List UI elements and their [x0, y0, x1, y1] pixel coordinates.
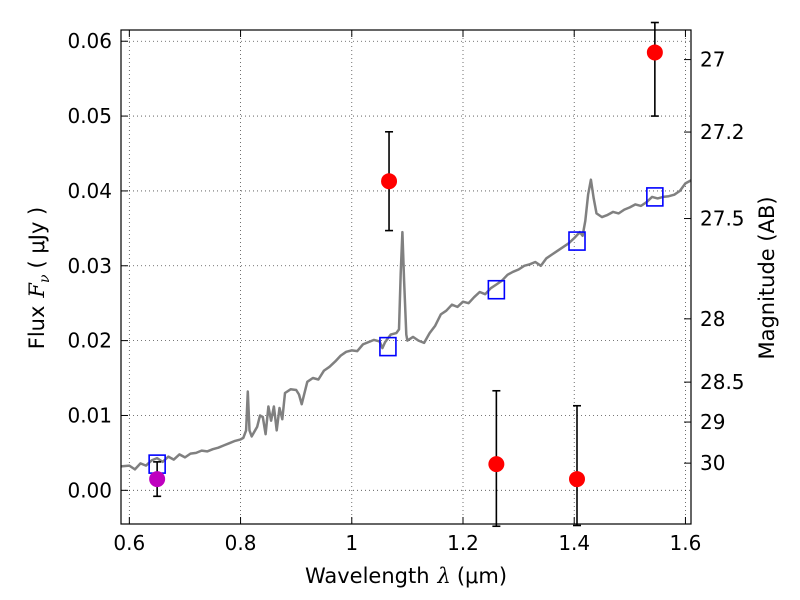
plot-frame	[120, 29, 692, 525]
x-tick-label: 0.6	[113, 531, 145, 555]
y-tick-label: 0.04	[67, 179, 112, 203]
observed-point	[569, 471, 585, 488]
model-spectrum	[120, 178, 692, 471]
x-tick-label: 0.8	[225, 531, 257, 555]
model-photometry-square	[568, 231, 586, 251]
axis-ticks: 0.6 0.8 1 1.2 1.4 1.6 0.00 0.01 0.02 0.03 0.04 0.05…	[67, 29, 744, 555]
grid-lines	[121, 30, 691, 524]
right-tick-label: 27.2	[700, 120, 745, 144]
y-tick-label: 0.02	[67, 329, 112, 353]
model-photometry-points	[148, 187, 664, 474]
observed-points	[149, 21, 663, 528]
y-tick-label: 0.06	[67, 29, 112, 53]
observed-point	[646, 44, 663, 61]
x-tick-label: 1	[345, 531, 358, 555]
y-tick-label: 0.00	[67, 478, 112, 502]
x-tick-label: 1.2	[447, 531, 479, 555]
right-tick-label: 27	[700, 48, 725, 72]
y-tick-label: 0.03	[67, 254, 112, 278]
x-axis-label: Wavelength λ (μm)	[305, 564, 507, 588]
observed-point	[488, 456, 505, 473]
right-tick-label: 28.5	[700, 370, 745, 394]
right-axis-label: Magnitude (AB)	[755, 196, 779, 359]
right-tick-label: 30	[700, 451, 725, 475]
model-photometry-square	[646, 187, 664, 207]
right-tick-label: 28	[700, 307, 725, 331]
right-tick-label: 29	[700, 410, 725, 434]
spectrum-line	[120, 178, 692, 471]
observed-point	[149, 471, 166, 488]
right-tick-label: 27.5	[700, 207, 745, 231]
x-tick-label: 1.6	[670, 531, 702, 555]
x-tick-label: 1.4	[558, 531, 590, 555]
y-tick-label: 0.01	[67, 403, 112, 427]
y-tick-label: 0.05	[67, 104, 112, 128]
observed-point	[381, 173, 398, 190]
model-photometry-square	[487, 279, 506, 300]
model-photometry-square	[379, 336, 397, 357]
y-axis-label: FluxFν( μJy )	[25, 207, 53, 349]
